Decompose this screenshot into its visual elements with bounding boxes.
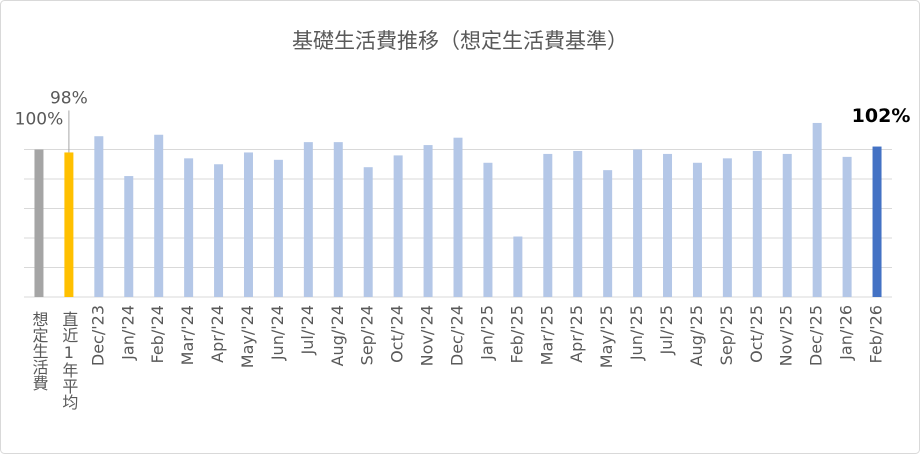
bar <box>34 149 44 297</box>
bar <box>872 146 882 297</box>
x-tick-label: Dec/'23 <box>88 305 107 366</box>
x-tick-label: Feb/'25 <box>507 305 526 363</box>
bar <box>842 156 852 297</box>
x-tick-label: May/'25 <box>597 305 616 368</box>
x-tick-label: Nov/'24 <box>418 305 437 366</box>
x-tick-label: Aug/'25 <box>687 305 706 366</box>
x-tick-label: Jan/'25 <box>477 305 496 361</box>
chart-title: 基礎生活費推移（想定生活費基準） <box>292 29 628 53</box>
bar <box>333 142 343 297</box>
x-tick-label: May/'24 <box>238 305 257 368</box>
x-tick-label: Jun/'25 <box>627 305 646 361</box>
x-tick-label: Jul/'24 <box>298 305 317 355</box>
x-tick-label: Apr/'25 <box>567 305 586 363</box>
bar <box>752 150 762 297</box>
x-tick-label: Oct/'25 <box>747 305 766 363</box>
x-tick-label: Mar/'24 <box>178 305 197 365</box>
x-tick-label: 想定生活費 <box>29 311 48 391</box>
data-label: 100% <box>15 110 64 130</box>
x-tick-label: Sep/'25 <box>717 305 736 365</box>
bar <box>94 136 104 297</box>
x-tick-label: Jan/'26 <box>837 305 856 361</box>
x-tick-label: Mar/'25 <box>537 305 556 365</box>
bar <box>453 137 463 297</box>
bar <box>603 170 613 297</box>
bar <box>483 162 493 297</box>
bar <box>64 152 74 297</box>
bar <box>812 122 822 297</box>
bar <box>692 162 702 297</box>
x-tick-label: Dec/'25 <box>807 305 826 366</box>
bar <box>573 150 583 297</box>
bar <box>243 152 253 297</box>
bar <box>663 153 673 297</box>
x-tick-label: Aug/'24 <box>328 305 347 366</box>
x-tick-label: Apr/'24 <box>208 305 227 363</box>
bar <box>722 158 732 297</box>
bar <box>423 145 433 297</box>
x-tick-label: Sep/'24 <box>358 305 377 365</box>
bar <box>303 142 313 297</box>
x-tick-label: Feb/'24 <box>148 305 167 363</box>
bar <box>184 158 194 297</box>
bar <box>782 153 792 297</box>
data-label: 98% <box>50 88 88 108</box>
x-tick-label: Nov/'25 <box>777 305 796 366</box>
bar <box>154 134 164 297</box>
x-tick-label: Dec/'24 <box>448 305 467 366</box>
x-tick-label: Jun/'24 <box>268 305 287 361</box>
bar <box>513 236 523 297</box>
bar <box>363 167 373 297</box>
bar <box>214 164 224 297</box>
x-tick-label: Feb/'26 <box>867 305 886 363</box>
bar <box>393 155 403 297</box>
x-tick-label: Oct/'24 <box>388 305 407 363</box>
x-tick-label: 直近1年平均 <box>59 311 78 411</box>
bar <box>124 176 134 297</box>
bar <box>633 149 643 297</box>
bar <box>273 159 283 297</box>
x-tick-label: Jan/'24 <box>118 305 137 361</box>
data-label: 102% <box>852 105 911 127</box>
x-tick-label: Jul/'25 <box>657 305 676 355</box>
bar <box>543 153 553 297</box>
